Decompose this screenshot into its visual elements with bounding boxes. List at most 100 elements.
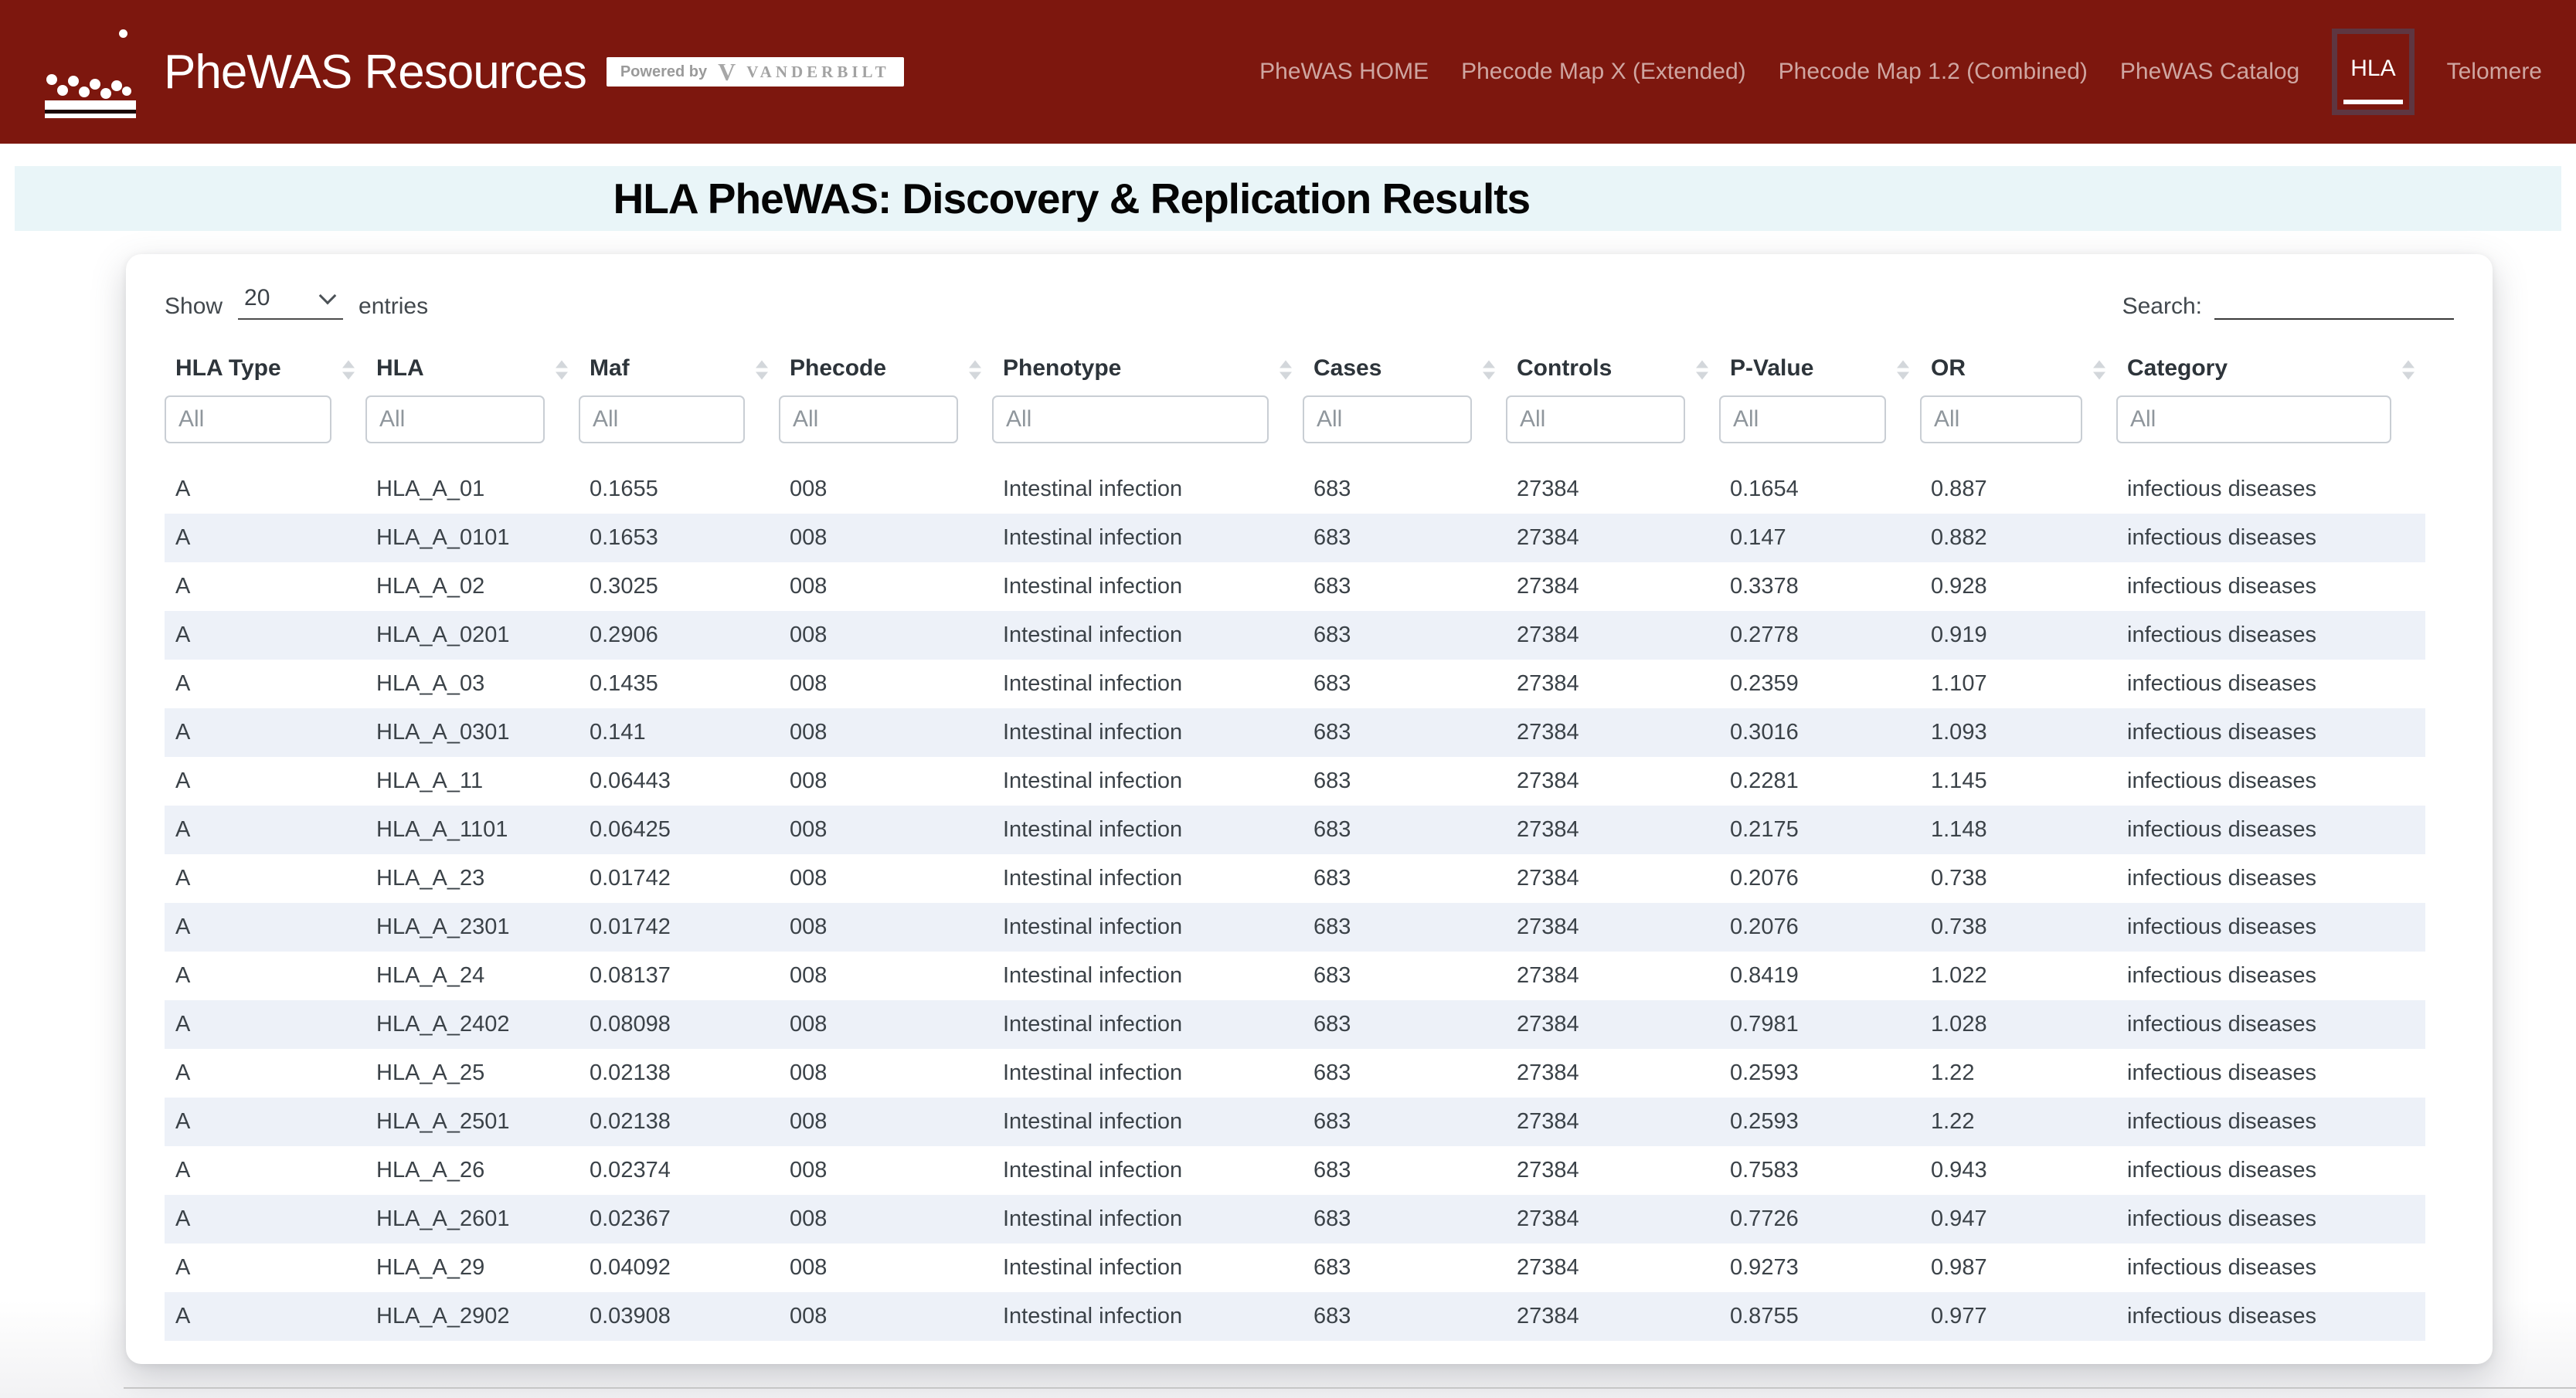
table-cell: 0.3025 (590, 574, 658, 599)
filter-cell (365, 392, 579, 465)
table-cell: 0.2281 (1730, 769, 1799, 793)
table-cell: 683 (1313, 1158, 1351, 1183)
column-filter-input[interactable] (165, 395, 331, 443)
nav-item-telomere[interactable]: Telomere (2446, 59, 2542, 84)
phewas-logo-icon[interactable] (45, 25, 139, 119)
search-label: Search: (2122, 294, 2202, 319)
column-header-category[interactable]: Category (2116, 349, 2425, 392)
column-header-cases[interactable]: Cases (1303, 349, 1506, 392)
column-header-hla[interactable]: HLA (365, 349, 579, 392)
table-row: A HLA_A_0201 0.2906 008 Intestinal infection… (165, 611, 2425, 660)
page-title: HLA PheWAS: Discovery & Replication Resu… (613, 175, 1531, 222)
table-cell: 1.028 (1931, 1012, 1987, 1037)
table-cell: A (175, 671, 191, 696)
table-cell: 683 (1313, 1060, 1351, 1085)
column-filter-input[interactable] (365, 395, 545, 443)
nav-item-phewas-catalog[interactable]: PheWAS Catalog (2119, 59, 2300, 84)
nav-item-hla[interactable]: HLA (2332, 29, 2415, 115)
column-header-phecode[interactable]: Phecode (779, 349, 992, 392)
sort-icon (556, 360, 568, 380)
table-cell: 27384 (1517, 1109, 1579, 1134)
search-input[interactable] (2214, 286, 2454, 320)
column-header-label: P-Value (1730, 355, 1814, 381)
table-cell: A (175, 477, 191, 501)
column-header-controls[interactable]: Controls (1506, 349, 1719, 392)
table-cell: HLA_A_0101 (376, 525, 510, 550)
table-cell: infectious diseases (2127, 769, 2317, 793)
table-cell: 27384 (1517, 574, 1579, 599)
column-header-or[interactable]: OR (1920, 349, 2116, 392)
filter-cell (1920, 392, 2116, 465)
results-table: HLA Type HLA Maf Phecode Phenotype Cases Contr… (165, 349, 2425, 1341)
table-cell: 1.107 (1931, 671, 1987, 696)
table-cell: 683 (1313, 817, 1351, 842)
table-cell: 008 (790, 1109, 828, 1134)
table-cell: A (175, 1158, 191, 1183)
table-cell: 0.01742 (590, 914, 671, 939)
nav-item-phecode-map-x[interactable]: Phecode Map X (Extended) (1461, 59, 1746, 84)
table-cell: 0.02374 (590, 1158, 671, 1183)
table-cell: 27384 (1517, 477, 1579, 501)
table-cell: A (175, 720, 191, 745)
brand-title[interactable]: PheWAS Resources (164, 45, 587, 99)
nav-item-phecode-map-1-2[interactable]: Phecode Map 1.2 (Combined) (1778, 59, 2088, 84)
search-control: Search: (2122, 286, 2454, 320)
column-filter-input[interactable] (2116, 395, 2391, 443)
column-header-maf[interactable]: Maf (579, 349, 779, 392)
table-cell: HLA_A_0201 (376, 623, 510, 647)
table-cell: A (175, 963, 191, 988)
column-header-hla-type[interactable]: HLA Type (165, 349, 365, 392)
sort-icon (1897, 360, 1909, 380)
table-cell: 0.7981 (1730, 1012, 1799, 1037)
table-cell: 008 (790, 1255, 828, 1280)
sort-icon (2093, 360, 2105, 380)
table-cell: infectious diseases (2127, 1109, 2317, 1134)
column-filter-input[interactable] (579, 395, 745, 443)
table-cell: HLA_A_03 (376, 671, 485, 696)
page-length-select[interactable]: 20 (238, 285, 344, 318)
filter-cell (1719, 392, 1920, 465)
table-cell: 0.7583 (1730, 1158, 1799, 1183)
table-cell: HLA_A_25 (376, 1060, 485, 1085)
entries-label: entries (359, 294, 429, 319)
table-cell: infectious diseases (2127, 1255, 2317, 1280)
column-filter-input[interactable] (1920, 395, 2082, 443)
column-filter-input[interactable] (992, 395, 1269, 443)
column-filter-input[interactable] (779, 395, 958, 443)
table-cell: A (175, 769, 191, 793)
column-filter-input[interactable] (1719, 395, 1886, 443)
table-cell: 0.01742 (590, 866, 671, 891)
table-cell: infectious diseases (2127, 866, 2317, 891)
table-cell: Intestinal infection (1003, 1109, 1183, 1134)
table-cell: 0.02138 (590, 1060, 671, 1085)
column-header-p-value[interactable]: P-Value (1719, 349, 1920, 392)
table-cell: 0.2778 (1730, 623, 1799, 647)
column-header-label: OR (1931, 355, 1966, 381)
filter-cell (992, 392, 1303, 465)
table-cell: 27384 (1517, 1304, 1579, 1328)
table-cell: 008 (790, 1304, 828, 1328)
column-filter-input[interactable] (1506, 395, 1685, 443)
column-header-phenotype[interactable]: Phenotype (992, 349, 1303, 392)
table-cell: infectious diseases (2127, 525, 2317, 550)
table-cell: HLA_A_2301 (376, 914, 510, 939)
table-cell: HLA_A_26 (376, 1158, 485, 1183)
table-cell: 008 (790, 525, 828, 550)
table-cell: 0.2906 (590, 623, 658, 647)
table-cell: 008 (790, 1206, 828, 1231)
show-label: Show (165, 294, 223, 319)
table-cell: 0.02138 (590, 1109, 671, 1134)
table-cell: 008 (790, 817, 828, 842)
table-row: A HLA_A_03 0.1435 008 Intestinal infection 68… (165, 660, 2425, 708)
column-filter-input[interactable] (1303, 395, 1472, 443)
table-cell: 683 (1313, 671, 1351, 696)
table-cell: infectious diseases (2127, 477, 2317, 501)
table-cell: 683 (1313, 769, 1351, 793)
table-row: A HLA_A_11 0.06443 008 Intestinal infection 6… (165, 757, 2425, 806)
table-cell: Intestinal infection (1003, 866, 1183, 891)
table-cell: HLA_A_02 (376, 574, 485, 599)
nav-item-phewas-home[interactable]: PheWAS HOME (1259, 59, 1429, 84)
table-cell: 683 (1313, 1012, 1351, 1037)
table-cell: 0.943 (1931, 1158, 1987, 1183)
powered-by-badge[interactable]: Powered by V VANDERBILT (606, 57, 904, 87)
